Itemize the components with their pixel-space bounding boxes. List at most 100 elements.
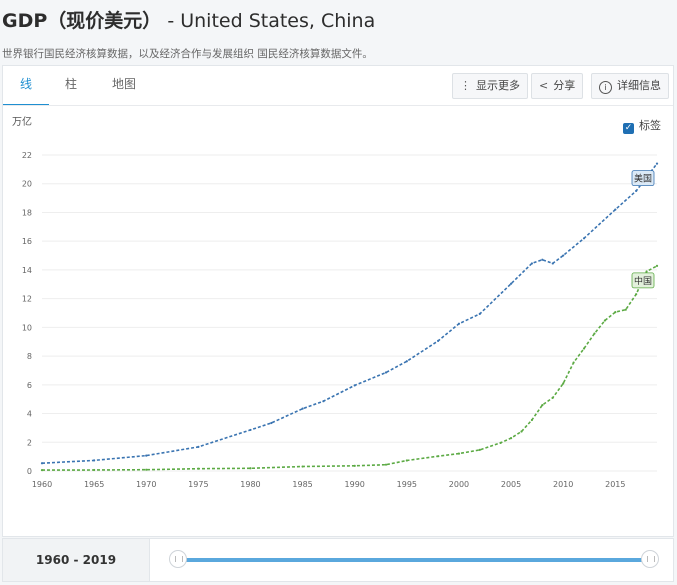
checkbox-checked-icon[interactable]: ✓	[623, 123, 634, 134]
page-title-indicator: GDP（现价美元）	[2, 10, 162, 32]
x-tick-label: 1980	[240, 480, 260, 489]
data-point	[197, 467, 200, 470]
details-button[interactable]: i 详细信息	[591, 73, 669, 99]
data-point	[437, 339, 440, 342]
data-point	[478, 312, 481, 315]
data-point	[270, 421, 273, 425]
data-point	[582, 237, 586, 240]
data-point	[645, 270, 648, 273]
show-more-label: 显示更多	[476, 79, 520, 92]
data-point	[478, 448, 481, 451]
series-label-text: 中国	[634, 275, 652, 287]
gdp-line-chart: 0 2 4 6 8 10 12 14 16 18 20 22 1960 1965 1970 1975 1980 1…	[22, 151, 659, 489]
y-tick-label: 8	[27, 352, 32, 361]
vertical-ellipsis-icon: ⋮	[460, 79, 471, 92]
series-line-china	[41, 265, 658, 471]
page-title-countries: - United States, China	[161, 10, 376, 32]
show-more-button[interactable]: ⋮ 显示更多	[452, 73, 528, 99]
data-point	[145, 468, 148, 471]
data-point	[249, 428, 252, 432]
data-point	[541, 258, 544, 261]
data-point	[551, 396, 554, 399]
y-tick-label: 14	[22, 266, 32, 275]
data-point	[499, 441, 502, 444]
data-point	[614, 208, 617, 211]
range-start-handle[interactable]	[169, 550, 187, 568]
tab-map[interactable]: 地图	[111, 77, 136, 91]
data-point	[457, 452, 461, 455]
info-icon: i	[599, 81, 612, 94]
data-point	[509, 437, 513, 440]
data-point	[520, 430, 523, 433]
x-tick-label: 1990	[345, 480, 365, 489]
data-point	[530, 262, 534, 265]
page-title: GDP（现价美元） - United States, China	[2, 6, 375, 33]
data-point	[655, 264, 659, 267]
data-point	[93, 468, 96, 472]
series-label-text: 美国	[634, 173, 652, 185]
series-end-label: 中国	[631, 272, 655, 289]
data-point	[603, 319, 606, 322]
x-tick-label: 1985	[292, 480, 312, 489]
share-button[interactable]: < 分享	[531, 73, 584, 99]
data-point	[40, 462, 44, 465]
y-tick-label: 20	[22, 180, 32, 189]
y-tick-label: 10	[22, 323, 32, 332]
x-tick-label: 2005	[501, 480, 521, 489]
data-point	[582, 347, 586, 350]
data-point	[301, 407, 304, 410]
x-tick-label: 1970	[136, 480, 156, 489]
x-tick-label: 1960	[32, 480, 52, 489]
data-point	[551, 262, 554, 265]
tab-bar[interactable]: 柱	[64, 77, 77, 91]
x-tick-label: 2010	[553, 480, 573, 489]
data-point	[655, 162, 659, 165]
data-point	[530, 418, 534, 422]
tab-divider	[3, 105, 673, 106]
range-slider-track[interactable]	[177, 558, 651, 562]
labels-toggle-label: 标签	[639, 119, 661, 132]
data-point	[197, 445, 200, 448]
year-range-label: 1960 - 2019	[3, 539, 150, 581]
series-label-box	[631, 170, 655, 187]
y-tick-label: 22	[22, 151, 32, 160]
series-label-box	[631, 272, 655, 289]
y-tick-label: 0	[27, 467, 32, 476]
data-point	[437, 455, 440, 458]
data-point	[405, 360, 408, 363]
y-tick-label: 6	[27, 381, 32, 390]
data-point	[93, 459, 96, 462]
data-point	[353, 464, 356, 467]
x-tick-label: 2000	[449, 480, 469, 489]
data-point	[614, 311, 617, 314]
year-range-bar: 1960 - 2019	[2, 538, 674, 582]
data-point	[301, 465, 304, 468]
data-point	[40, 469, 44, 472]
data-point	[384, 463, 388, 466]
x-tick-label: 1995	[397, 480, 417, 489]
data-point	[384, 371, 388, 374]
data-point	[405, 459, 408, 462]
share-label: 分享	[553, 79, 576, 92]
series-line-us	[41, 163, 658, 464]
chart-card: 线 柱 地图 ⋮ 显示更多 < 分享 i 详细信息 万亿 ✓ 标签 0 2 4 6 8 10 12 1…	[2, 65, 674, 537]
y-tick-label: 4	[27, 410, 32, 419]
data-point	[509, 282, 513, 285]
data-point	[541, 403, 544, 407]
x-tick-label: 1975	[188, 480, 208, 489]
y-tick-label: 18	[22, 208, 32, 217]
share-icon: <	[539, 79, 549, 92]
data-point	[562, 254, 565, 257]
labels-toggle[interactable]: ✓ 标签	[623, 117, 661, 134]
data-point	[624, 308, 627, 311]
data-point	[249, 467, 252, 470]
range-end-handle[interactable]	[641, 550, 659, 568]
data-point	[145, 454, 148, 457]
data-point	[635, 293, 638, 296]
x-tick-label: 2015	[605, 480, 625, 489]
data-point	[457, 322, 461, 325]
data-point	[322, 400, 325, 403]
data-point	[593, 332, 596, 335]
y-axis-unit: 万亿	[12, 117, 32, 128]
x-tick-label: 1965	[84, 480, 104, 489]
